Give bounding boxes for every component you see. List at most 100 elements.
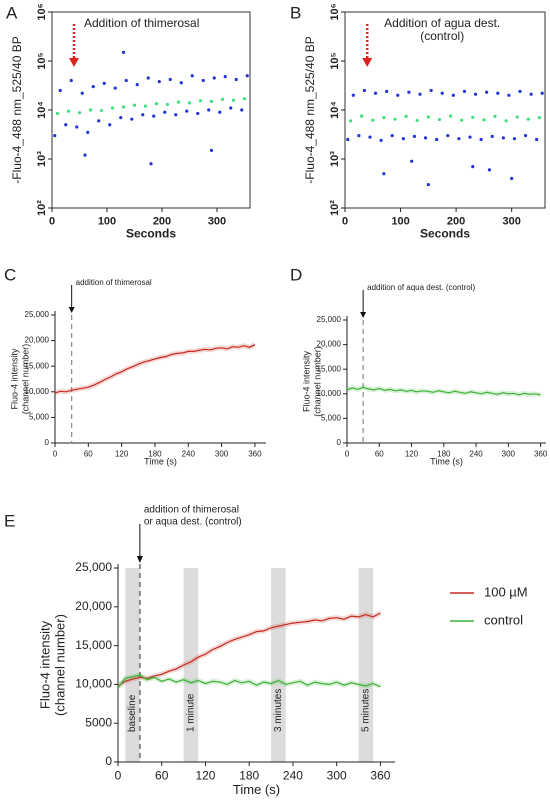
data-point: [242, 97, 247, 101]
x-tick-label: 200: [447, 216, 465, 228]
x-axis-label: Seconds: [420, 227, 470, 241]
x-axis-label: Time (s): [233, 782, 280, 797]
data-point: [154, 102, 159, 106]
x-tick-label: 240: [182, 450, 196, 459]
x-tick-label: 120: [195, 769, 215, 783]
data-point: [426, 183, 430, 187]
data-point: [157, 79, 161, 84]
data-point: [473, 92, 478, 96]
y-tick-label: 10,000: [75, 677, 112, 691]
y-tick-label: 10³: [329, 151, 341, 167]
data-point: [220, 97, 225, 101]
data-point: [119, 115, 123, 120]
data-point: [360, 114, 364, 118]
data-point: [102, 81, 106, 85]
data-point: [218, 110, 222, 114]
panel-letter: D: [290, 265, 302, 284]
panel-letter: A: [6, 3, 18, 22]
data-point: [149, 162, 153, 166]
data-point: [86, 130, 90, 134]
y-tick-label: 0: [45, 438, 50, 447]
y-axis-label: -Fluo-4_488 nm_525/40 BP: [303, 36, 317, 183]
data-point: [196, 111, 200, 116]
data-point: [423, 136, 428, 140]
x-axis-label: Seconds: [126, 227, 176, 241]
region-label: baseline: [127, 694, 138, 732]
y-tick-label: 25,000: [25, 310, 50, 319]
y-tick-label: 20,000: [317, 340, 342, 349]
data-point: [440, 91, 444, 95]
x-tick-label: 300: [502, 216, 520, 228]
y-tick-label: 0: [337, 438, 342, 447]
series-line: [54, 344, 256, 394]
annotation: or aqua dest. (control): [144, 517, 242, 528]
data-point: [351, 93, 355, 97]
data-point: [451, 93, 455, 97]
data-point: [187, 101, 192, 105]
data-point: [80, 91, 84, 95]
annotation: addition of aqua dest. (control): [367, 283, 475, 292]
data-point: [410, 159, 414, 163]
y-tick-label: 20,000: [25, 336, 50, 345]
x-tick-label: 200: [153, 216, 171, 228]
data-point: [512, 137, 517, 141]
data-point: [487, 168, 492, 172]
panel-letter: C: [4, 265, 16, 284]
data-point: [185, 109, 189, 113]
data-point: [190, 74, 194, 78]
data-point: [493, 114, 497, 119]
data-point: [526, 117, 530, 121]
data-point: [176, 100, 181, 104]
data-point: [471, 164, 475, 169]
data-point: [437, 117, 442, 122]
y-tick-label: 20,000: [75, 599, 112, 613]
legend-label: 100 µM: [484, 584, 528, 599]
x-tick-label: 300: [502, 450, 516, 459]
x-tick-label: 120: [405, 450, 419, 459]
y-axis-label: Fluo-4 intensity: [9, 348, 19, 410]
data-point: [53, 134, 57, 138]
legend-label: control: [484, 612, 523, 627]
data-point: [415, 118, 419, 123]
y-axis-label: Fluo-4 intensity: [37, 620, 52, 709]
x-tick-label: 360: [248, 450, 262, 459]
data-point: [179, 81, 183, 85]
data-point: [510, 176, 514, 181]
y-tick-label: 15,000: [75, 638, 112, 652]
data-point: [152, 114, 156, 118]
y-tick-label: 10⁶: [36, 3, 48, 20]
panel-letter: E: [4, 511, 15, 530]
y-tick-label: 10,000: [317, 389, 342, 398]
y-tick-label: 10⁴: [329, 101, 341, 119]
x-tick-label: 60: [375, 450, 384, 459]
x-tick-label: 240: [283, 769, 303, 783]
data-point: [77, 111, 82, 115]
data-point: [201, 78, 205, 83]
data-point: [207, 108, 211, 112]
y-axis-label: (channel number): [20, 344, 30, 415]
data-point: [64, 123, 68, 127]
data-point: [348, 119, 353, 123]
data-point: [407, 90, 411, 94]
arrow-head: [136, 556, 143, 563]
y-tick-label: 10²: [36, 200, 48, 216]
x-axis-label: Time (s): [144, 457, 177, 467]
region-label: 5 minutes: [360, 689, 371, 732]
data-point: [462, 89, 467, 93]
x-tick-label: 300: [215, 450, 229, 459]
shaded-region: [125, 568, 140, 762]
data-point: [485, 90, 489, 94]
data-point: [540, 91, 544, 95]
x-tick-label: 100: [98, 216, 116, 228]
x-tick-label: 0: [49, 216, 55, 228]
data-point: [165, 102, 170, 107]
x-tick-label: 180: [148, 450, 162, 459]
data-point: [429, 88, 433, 93]
data-point: [240, 108, 244, 112]
data-point: [507, 93, 511, 97]
shaded-region: [271, 568, 286, 762]
x-tick-label: 0: [342, 216, 348, 228]
annotation: addition of thimerosal: [76, 278, 152, 287]
x-tick-label: 360: [534, 450, 548, 459]
